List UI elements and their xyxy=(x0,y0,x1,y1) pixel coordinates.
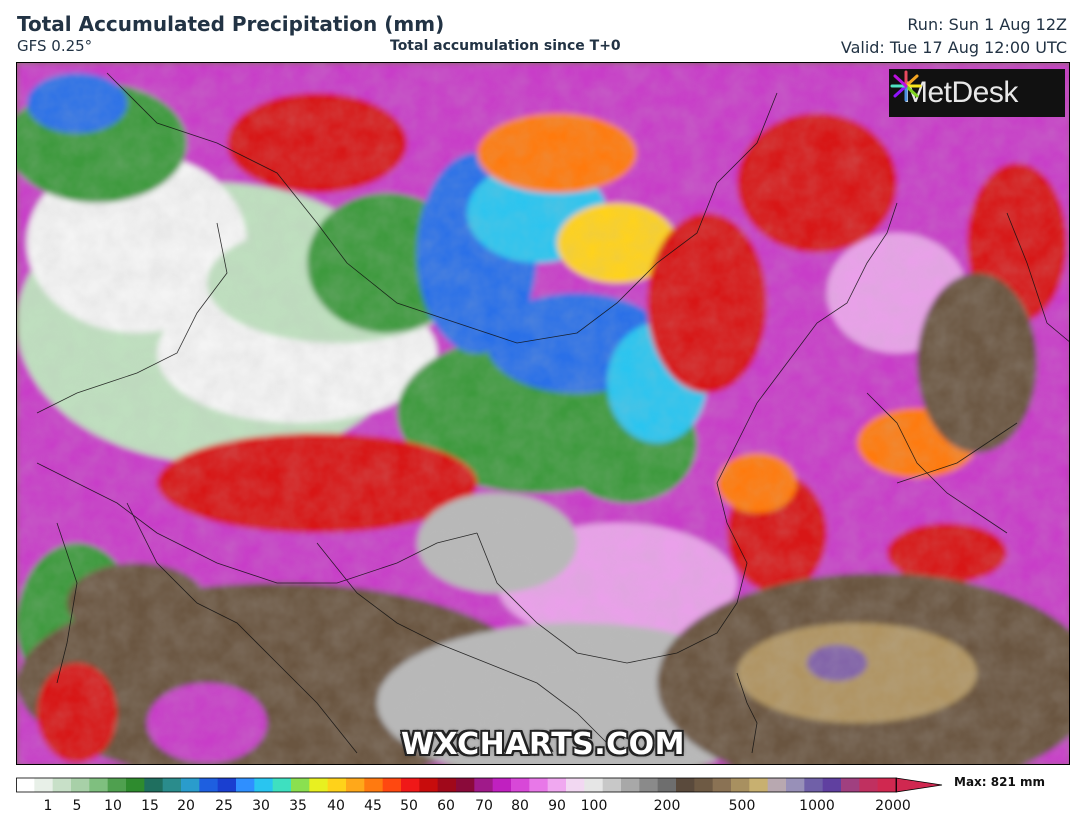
color-scale-tick-label: 90 xyxy=(548,798,566,814)
color-scale-tick-label: 60 xyxy=(437,798,455,814)
color-scale-tick-label: 35 xyxy=(289,798,307,814)
color-scale-swatch xyxy=(547,778,567,792)
color-scale-swatch xyxy=(272,778,292,792)
color-scale-swatch xyxy=(786,778,805,792)
border-line xyxy=(866,392,1008,534)
color-scale-swatch xyxy=(566,778,585,792)
color-scale-swatch xyxy=(749,778,769,792)
color-scale-swatch xyxy=(52,778,72,792)
color-scale-tick-label: 45 xyxy=(364,798,382,814)
color-scale-tick-label: 50 xyxy=(400,798,418,814)
color-scale-tick-label: 20 xyxy=(177,798,195,814)
color-scale-swatch xyxy=(639,778,659,792)
color-scale-tick-label: 70 xyxy=(475,798,493,814)
color-scale-tick-label: 200 xyxy=(653,798,681,814)
border-line xyxy=(476,402,758,664)
border-line xyxy=(756,202,898,404)
precipitation-map[interactable]: MetDesk WXCHARTS.COM xyxy=(16,62,1070,765)
color-scale-swatch xyxy=(712,778,732,792)
color-scale-swatch xyxy=(309,778,329,792)
color-scale-swatch xyxy=(364,778,384,792)
texture-overlay xyxy=(17,63,1069,764)
color-scale-swatch xyxy=(199,778,219,792)
watermark: WXCHARTS.COM xyxy=(400,727,686,762)
color-scale-swatch xyxy=(34,778,54,792)
border-line xyxy=(106,72,778,344)
color-scale-swatch xyxy=(89,778,109,792)
color-scale-swatch xyxy=(529,778,549,792)
color-scale-swatch xyxy=(804,778,824,792)
color-scale-swatch xyxy=(841,778,860,792)
border-line xyxy=(56,522,78,684)
color-scale-swatch xyxy=(181,778,200,792)
model-label: GFS 0.25° xyxy=(17,37,93,55)
color-scale-tick-label: 1 xyxy=(43,798,53,814)
color-scale-swatch xyxy=(162,778,182,792)
color-scale-swatch xyxy=(382,778,402,792)
color-scale-swatch xyxy=(327,778,347,792)
color-scale-ticks: 1 5 10 15 20 25 30 35 40 45 50 60 70 80 90 100 200 500 100… xyxy=(0,798,1075,818)
color-scale-swatch xyxy=(602,778,622,792)
color-scale-swatch xyxy=(437,778,457,792)
color-scale-tick-label: 10 xyxy=(104,798,122,814)
color-scale-swatch xyxy=(694,778,714,792)
run-time-label: Run: Sun 1 Aug 12Z xyxy=(907,15,1067,34)
color-scale-tick-label: 2000 xyxy=(875,798,911,814)
metdesk-logo: MetDesk xyxy=(889,69,1065,117)
color-scale-tick-label: 100 xyxy=(580,798,608,814)
color-scale-swatch xyxy=(16,778,35,792)
border-line xyxy=(896,422,1018,484)
color-scale-tick-label: 15 xyxy=(141,798,159,814)
color-scale-swatch xyxy=(401,778,420,792)
border-line xyxy=(36,222,228,414)
color-scale-bar xyxy=(16,776,944,794)
color-scale-swatch xyxy=(236,778,255,792)
color-scale-swatch xyxy=(346,778,365,792)
color-scale-tick-label: 1000 xyxy=(799,798,835,814)
color-scale-tick-label: 5 xyxy=(72,798,82,814)
border-line xyxy=(36,462,478,584)
color-scale-swatch xyxy=(767,778,787,792)
color-scale-swatch xyxy=(676,778,695,792)
color-scale-swatch xyxy=(419,778,439,792)
color-scale-swatch xyxy=(511,778,530,792)
max-value-label: Max: 821 mm xyxy=(954,775,1045,789)
country-borders xyxy=(36,72,1069,754)
color-scale-swatch xyxy=(144,778,164,792)
color-scale-tick-label: 80 xyxy=(511,798,529,814)
border-line xyxy=(126,502,358,754)
color-scale-outline xyxy=(16,777,897,793)
color-scale-tick-label: 500 xyxy=(728,798,756,814)
color-scale-swatch xyxy=(456,778,475,792)
valid-time-label: Valid: Tue 17 Aug 12:00 UTC xyxy=(840,38,1067,57)
color-scale-swatch xyxy=(657,778,677,792)
color-scale-tick-label: 25 xyxy=(215,798,233,814)
color-scale-extension-arrow xyxy=(895,777,943,793)
color-scale-swatch xyxy=(859,778,879,792)
color-scale-swatch xyxy=(731,778,750,792)
color-scale-swatch xyxy=(584,778,604,792)
border-line xyxy=(736,672,758,754)
map-canvas xyxy=(17,63,1069,764)
color-scale-tick-label: 40 xyxy=(327,798,345,814)
chart-subtitle: Total accumulation since T+0 xyxy=(390,38,621,54)
page-title: Total Accumulated Precipitation (mm) xyxy=(17,12,445,36)
color-scale-swatch xyxy=(877,778,897,792)
color-scale-swatch xyxy=(126,778,145,792)
color-scale-swatch xyxy=(71,778,90,792)
border-line xyxy=(316,542,608,744)
color-scale-swatch xyxy=(254,778,274,792)
color-scale-tick-label: 30 xyxy=(252,798,270,814)
color-scale-swatch xyxy=(474,778,494,792)
color-scale-swatch xyxy=(492,778,512,792)
color-scale-swatch xyxy=(291,778,310,792)
border-line xyxy=(1006,212,1069,342)
metdesk-starburst-icon xyxy=(890,70,922,102)
color-scale-swatch xyxy=(621,778,640,792)
color-scale-swatch xyxy=(217,778,237,792)
logo-text: MetDesk xyxy=(903,76,1018,109)
color-scale-swatch xyxy=(107,778,127,792)
color-scale-swatch xyxy=(822,778,842,792)
